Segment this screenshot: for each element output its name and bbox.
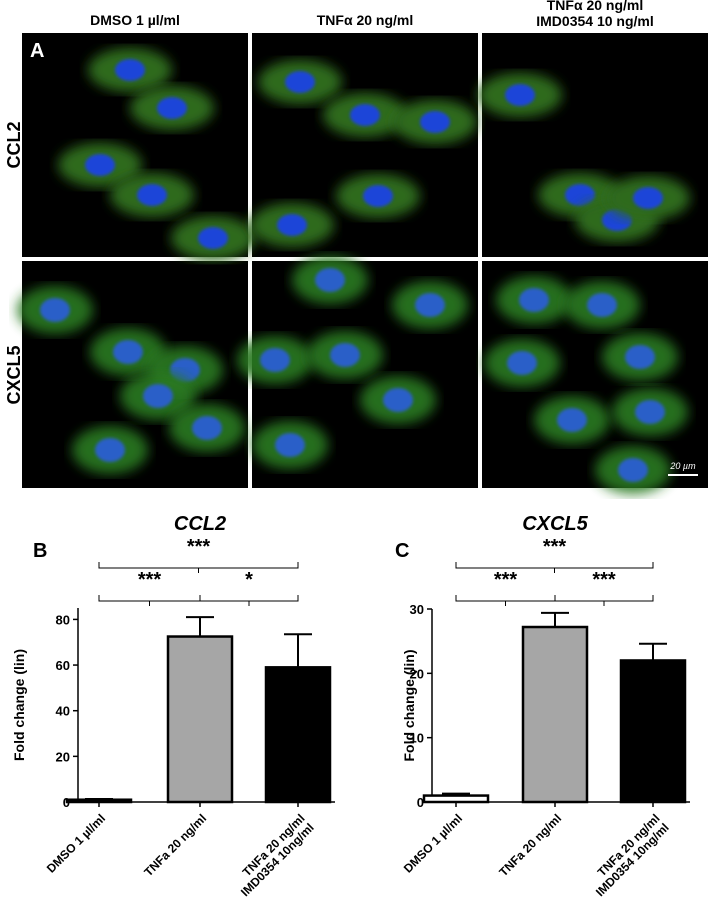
column-header: TNFα 20 ng/ml IMD0354 10 ng/ml <box>536 0 654 29</box>
chart-title: CXCL5 <box>522 513 588 535</box>
significance-bracket <box>199 595 299 606</box>
significance-label: *** <box>138 569 162 591</box>
row-label: CCL2 <box>4 121 24 168</box>
bar <box>422 794 490 804</box>
panel-label: C <box>395 540 409 562</box>
y-tick-label: 20 <box>56 749 70 764</box>
significance-bracket <box>455 595 556 606</box>
significance-label: * <box>245 569 253 591</box>
significance-label: *** <box>543 536 567 558</box>
significance-bracket <box>554 595 654 606</box>
y-tick-label: 0 <box>417 795 424 810</box>
column-header: TNFα 20 ng/ml <box>316 12 414 28</box>
y-tick-label: 60 <box>56 658 70 673</box>
chart-title: CCL2 <box>174 513 226 535</box>
bar <box>166 635 234 804</box>
y-tick-label: 80 <box>56 612 70 627</box>
bar <box>521 625 589 804</box>
significance-label: *** <box>187 536 211 558</box>
bar <box>65 798 133 804</box>
column-header: DMSO 1 µl/ml <box>90 12 180 28</box>
significance-label: *** <box>592 569 616 591</box>
micrograph-grid <box>17 33 708 494</box>
cell <box>88 48 172 92</box>
significance-bracket <box>98 595 201 606</box>
y-tick-label: 10 <box>410 731 424 746</box>
significance-bracket <box>455 562 654 573</box>
y-tick-label: 20 <box>410 666 424 681</box>
significance-bracket <box>98 562 299 573</box>
y-tick-label: 40 <box>56 704 70 719</box>
panel-label: A <box>30 40 44 62</box>
row-label: CXCL5 <box>4 345 24 404</box>
panel-label: B <box>33 540 47 562</box>
significance-label: *** <box>494 569 518 591</box>
bar <box>264 666 332 804</box>
bar <box>619 659 687 804</box>
scale-label: 20 µm <box>669 461 696 471</box>
y-axis-label: Fold change (lin) <box>11 649 27 761</box>
y-axis-label: Fold change (lin) <box>401 650 417 762</box>
y-tick-label: 30 <box>410 602 424 617</box>
